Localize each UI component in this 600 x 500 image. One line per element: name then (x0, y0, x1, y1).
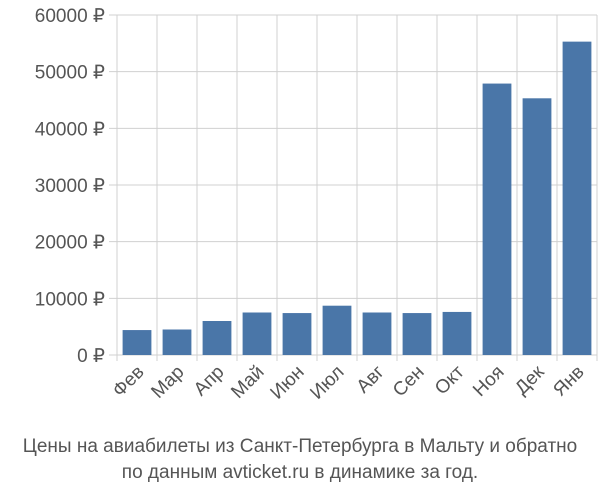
y-tick-label: 10000 ₽ (35, 289, 105, 310)
x-tick-label: Июл (306, 362, 348, 404)
y-tick-label: 50000 ₽ (35, 63, 105, 84)
bar-7 (362, 312, 392, 355)
x-tick-label: Апр (190, 362, 229, 401)
chart-caption-line-2: по данным avticket.ru в динамике за год. (121, 462, 479, 483)
bar-5 (282, 313, 312, 355)
x-tick-label: Фев (109, 362, 149, 402)
x-tick-label: Мар (147, 362, 188, 403)
bar-1 (122, 330, 152, 355)
grid-lines (109, 14, 598, 361)
bar-9 (442, 311, 472, 355)
bar-11 (522, 98, 552, 356)
x-tick-label: Окт (431, 361, 469, 399)
bars (122, 41, 592, 356)
x-tick-label: Янв (549, 362, 588, 401)
x-tick-label: Ноя (469, 362, 508, 401)
bar-4 (242, 312, 272, 355)
x-tick-label: Июн (267, 362, 309, 404)
bar-chart: 0 ₽ 10000 ₽ 20000 ₽ 30000 ₽ 40000 ₽ 50000 ₽ 60… (35, 6, 598, 404)
chart-caption-line-1: Цены на авиабилеты из Санкт-Петербурга в… (22, 436, 578, 457)
y-axis-tick-labels: 0 ₽ 10000 ₽ 20000 ₽ 30000 ₽ 40000 ₽ 50000 ₽ 60… (35, 6, 105, 367)
bar-3 (202, 321, 232, 355)
y-tick-label: 40000 ₽ (35, 119, 105, 140)
y-tick-label: 30000 ₽ (35, 176, 105, 197)
bar-8 (402, 313, 432, 355)
bar-2 (162, 329, 192, 355)
y-tick-label: 0 ₽ (77, 346, 105, 367)
x-tick-label: Май (227, 362, 268, 403)
x-tick-label: Авг (353, 362, 389, 398)
x-tick-label: Дек (511, 361, 549, 399)
y-tick-label: 60000 ₽ (35, 6, 105, 27)
x-tick-label: Сен (389, 362, 428, 401)
bar-12 (562, 41, 592, 356)
y-tick-label: 20000 ₽ (35, 233, 105, 254)
bar-6 (322, 305, 352, 355)
bar-10 (482, 83, 512, 356)
